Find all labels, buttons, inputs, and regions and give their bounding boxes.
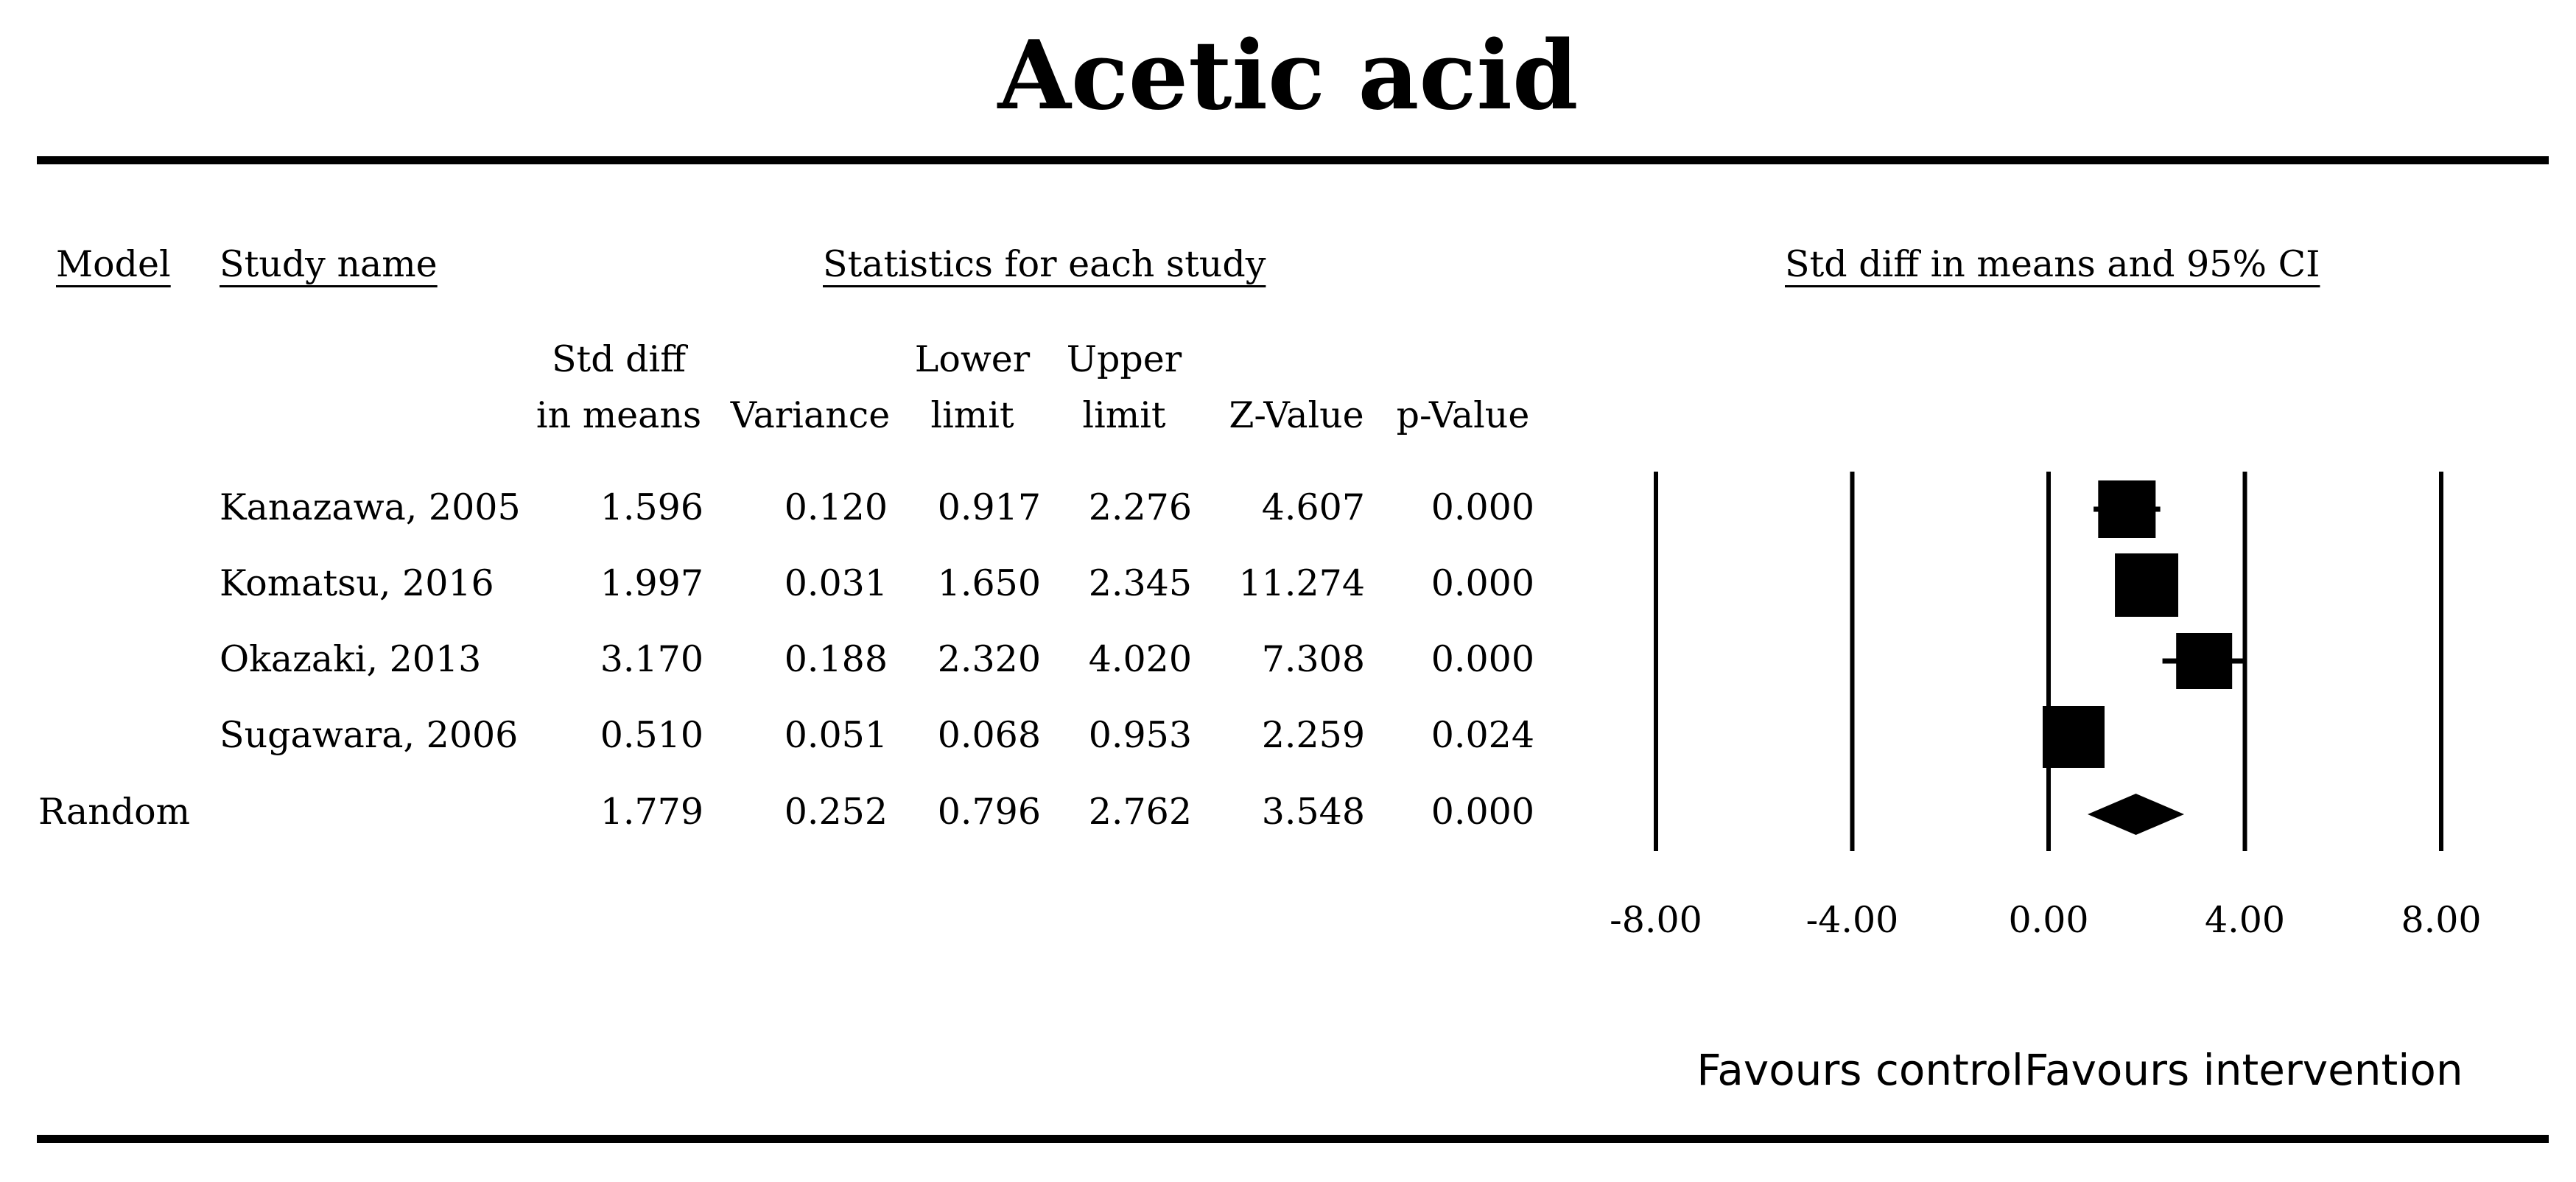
row-value-lower: 2.320 — [937, 638, 1041, 680]
col-std-diff: Std diff in means — [530, 332, 707, 444]
row-value-p: 0.024 — [1431, 714, 1534, 756]
top-rule — [37, 156, 2549, 164]
col-upper-line1: Upper — [1066, 338, 1182, 380]
summary-diamond — [2088, 794, 2185, 835]
row-value-std-diff: 1.997 — [600, 562, 703, 604]
row-value-z: 3.548 — [1261, 791, 1365, 833]
study-point — [2042, 706, 2105, 768]
col-std-diff-line1: Std diff — [551, 338, 687, 380]
row-study-name: Okazaki, 2013 — [220, 638, 482, 680]
row-value-upper: 2.276 — [1088, 486, 1192, 528]
row-value-p: 0.000 — [1431, 562, 1534, 604]
row-value-z: 11.274 — [1238, 562, 1365, 604]
row-value-variance: 0.120 — [784, 486, 888, 528]
row-value-upper: 0.953 — [1088, 714, 1192, 756]
col-std-diff-line2: in means — [536, 394, 702, 436]
tick-label: -4.00 — [1805, 899, 1899, 941]
row-value-variance: 0.051 — [784, 714, 888, 756]
row-value-p: 0.000 — [1431, 486, 1534, 528]
row-value-upper: 2.345 — [1088, 562, 1192, 604]
row-value-std-diff: 0.510 — [600, 714, 703, 756]
row-value-lower: 0.068 — [937, 714, 1041, 756]
row-value-z: 7.308 — [1261, 638, 1365, 680]
row-value-std-diff: 3.170 — [600, 638, 703, 680]
col-p-line2: p-Value — [1396, 394, 1530, 436]
header-model: Model — [56, 243, 171, 285]
header-plot: Std diff in means and 95% CI — [1785, 243, 2320, 285]
row-value-p: 0.000 — [1431, 791, 1534, 833]
row-study-name: Komatsu, 2016 — [220, 562, 494, 604]
col-lower-line1: Lower — [914, 338, 1031, 380]
row-value-lower: 0.917 — [937, 486, 1041, 528]
tick-label: 4.00 — [2204, 899, 2286, 941]
study-point — [2098, 480, 2156, 538]
header-study-name: Study name — [220, 243, 438, 285]
row-value-lower: 0.796 — [937, 791, 1041, 833]
row-value-std-diff: 1.779 — [600, 791, 703, 833]
col-upper-line2: limit — [1082, 394, 1166, 436]
col-lower: Lower limit — [884, 332, 1061, 444]
col-variance-line2: Variance — [730, 394, 891, 436]
row-value-upper: 2.762 — [1088, 791, 1192, 833]
row-value-variance: 0.031 — [784, 562, 888, 604]
row-value-z: 2.259 — [1261, 714, 1365, 756]
tick-label: 8.00 — [2401, 899, 2482, 941]
row-value-p: 0.000 — [1431, 638, 1534, 680]
col-z-value: Z-Value — [1208, 332, 1385, 444]
header-statistics: Statistics for each study — [823, 243, 1266, 285]
favours-intervention-label: Favours intervention — [2024, 1045, 2463, 1095]
col-upper: Upper limit — [1036, 332, 1212, 444]
tick-label: 0.00 — [2008, 899, 2089, 941]
bottom-rule — [37, 1135, 2549, 1143]
study-point — [2176, 633, 2233, 689]
row-value-variance: 0.188 — [784, 638, 888, 680]
chart-title: Acetic acid — [997, 21, 1579, 131]
col-z-line2: Z-Value — [1229, 394, 1364, 436]
row-model: Random — [38, 791, 191, 833]
row-study-name: Sugawara, 2006 — [220, 714, 519, 756]
row-value-lower: 1.650 — [937, 562, 1041, 604]
col-p-value: p-Value — [1375, 332, 1551, 444]
col-variance: Variance — [722, 332, 899, 444]
col-lower-line2: limit — [930, 394, 1014, 436]
favours-control-label: Favours control — [1696, 1045, 2024, 1095]
row-value-z: 4.607 — [1261, 486, 1365, 528]
row-value-std-diff: 1.596 — [600, 486, 703, 528]
row-value-upper: 4.020 — [1088, 638, 1192, 680]
tick-label: -8.00 — [1610, 899, 1702, 941]
row-value-variance: 0.252 — [784, 791, 888, 833]
row-study-name: Kanazawa, 2005 — [220, 486, 521, 528]
study-point — [2115, 553, 2179, 617]
